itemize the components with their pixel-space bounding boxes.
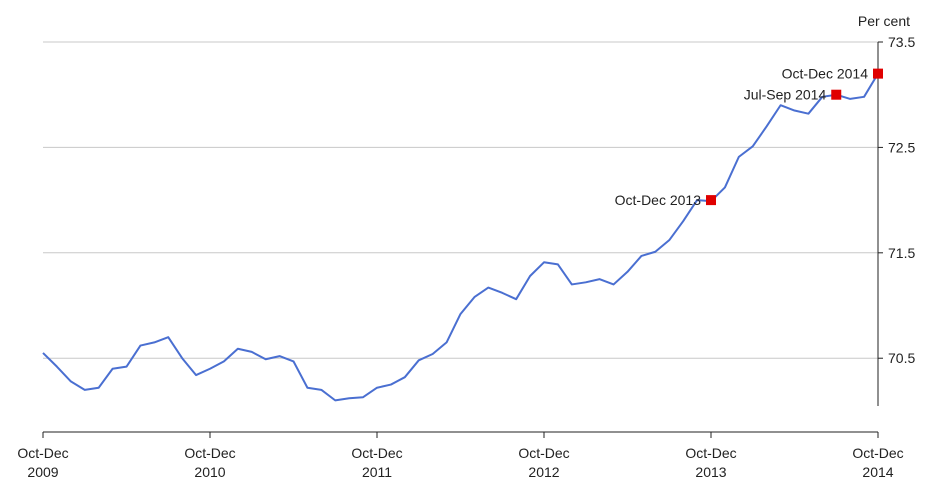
x-tick-label: 2014: [862, 464, 893, 480]
gridlines: [43, 41, 878, 359]
highlight-marker: [873, 68, 883, 79]
y-tick-label: 70.5: [888, 350, 915, 366]
x-tick-label: Oct-Dec: [17, 445, 68, 461]
y-tick-label: 71.5: [888, 245, 915, 261]
x-tick-label: 2011: [362, 464, 392, 480]
series: [42, 73, 879, 402]
x-axis-ticks: Oct-Dec 2009 Oct-Dec 2010 Oct-Dec 2011 Oct-Dec…: [17, 432, 904, 480]
x-tick-label: Oct-Dec: [685, 445, 736, 461]
marker-label: Oct-Dec 2014: [782, 66, 869, 82]
highlight-marker: [831, 89, 842, 100]
highlight-markers: Oct-Dec 2013 Jul-Sep 2014 Oct-Dec 2014: [615, 66, 883, 208]
x-tick-label: 2009: [27, 464, 58, 480]
y-tick-label: 73.5: [888, 34, 915, 50]
marker-label: Oct-Dec 2013: [615, 192, 702, 208]
marker-label: Jul-Sep 2014: [744, 87, 827, 103]
x-tick-label: 2010: [194, 464, 225, 480]
x-tick-label: Oct-Dec: [351, 445, 402, 461]
series-line: [42, 73, 879, 402]
x-tick-label: 2012: [528, 464, 559, 480]
x-tick-label: 2013: [695, 464, 726, 480]
highlight-marker: [706, 195, 716, 206]
x-tick-label: Oct-Dec: [518, 445, 569, 461]
y-tick-label: 72.5: [888, 139, 915, 155]
y-axis-ticks: 70.5 71.5 72.5 73.5: [878, 34, 915, 366]
y-unit-label: Per cent: [858, 13, 910, 29]
x-tick-label: Oct-Dec: [852, 445, 903, 461]
x-tick-label: Oct-Dec: [184, 445, 235, 461]
